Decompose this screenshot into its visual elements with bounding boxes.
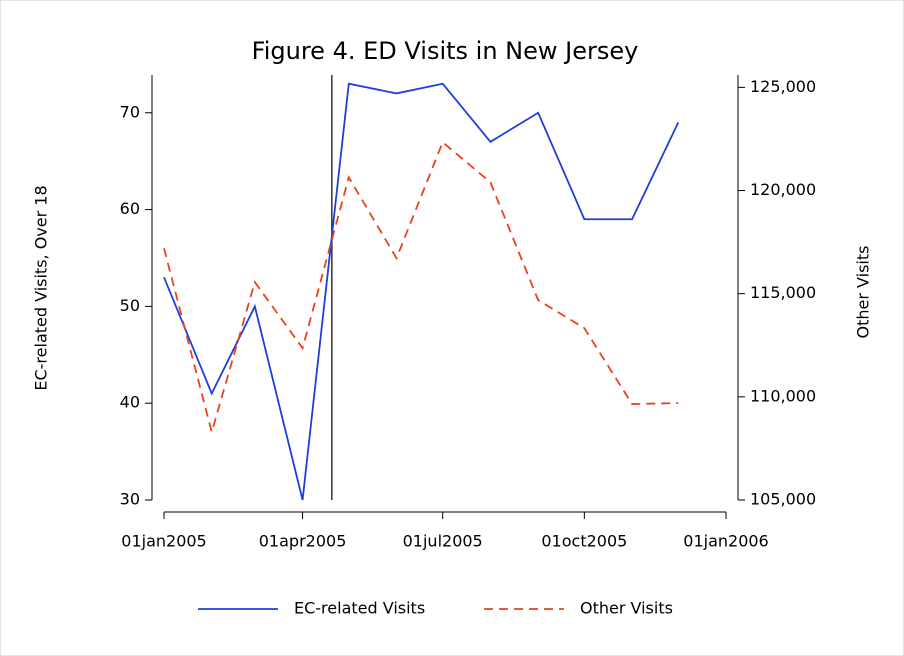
y2-axis-title: Other Visits [854,246,873,339]
y-tick-label: 50 [120,296,140,315]
series-line [163,140,679,436]
x-tick-label: 01oct2005 [541,532,627,551]
x-tick-label: 01apr2005 [259,532,347,551]
y-tick-label: 70 [120,102,140,121]
y2-tick-label: 110,000 [750,386,816,405]
y2-tick-label: 115,000 [750,283,816,302]
y2-tick-label: 120,000 [750,180,816,199]
legend-label: Other Visits [580,599,673,618]
x-tick-label: 01jan2005 [121,532,206,551]
series-line [163,82,680,501]
y-tick-label: 40 [120,393,140,412]
x-tick-label: 01jan2006 [683,532,768,551]
y-tick-label: 30 [120,490,140,509]
x-tick-label: 01jul2005 [403,532,483,551]
y2-tick-label: 105,000 [750,490,816,509]
y-tick-label: 60 [120,199,140,218]
chart-title: Figure 4. ED Visits in New Jersey [252,37,639,65]
legend-label: EC-related Visits [294,599,425,618]
y-axis-title: EC-related Visits, Over 18 [32,185,51,390]
y2-tick-label: 125,000 [750,77,816,96]
